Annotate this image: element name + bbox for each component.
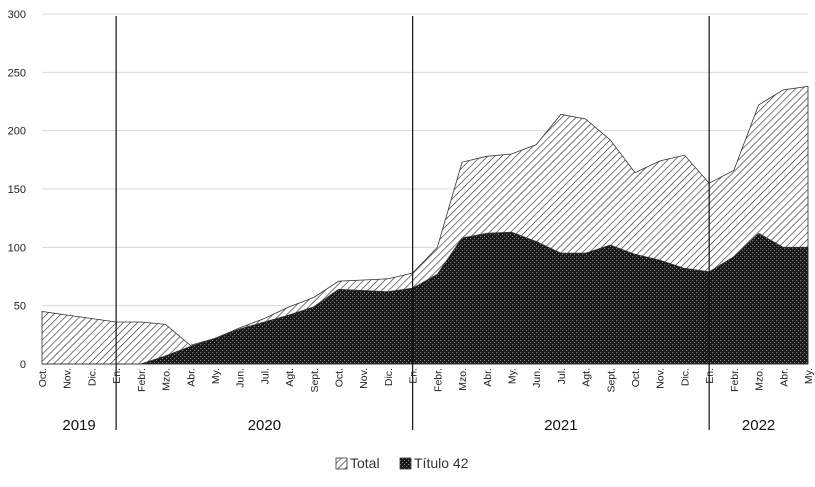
x-tick-label: Agt. [581,368,593,387]
y-tick-label: 200 [8,126,26,138]
x-tick-label: Mzo. [457,368,469,391]
legend-swatch-1 [399,457,412,470]
gridlines [42,13,808,365]
x-tick-label: Mzo. [161,368,173,391]
x-tick-label: Abr. [778,368,790,387]
x-tick-label: Jul. [259,368,271,384]
x-axis: Oct. Nov. Dic. En. Febr. Mzo. Abr. My. Jun. Jul. A… [37,368,815,393]
y-tick-label: 50 [14,301,26,313]
x-tick-label: Oct. [334,368,346,387]
x-tick-label: Dic. [679,368,691,386]
y-tick-label: 0 [20,359,26,371]
x-tick-label: Dic. [383,368,395,386]
x-tick-label: Oct. [37,368,49,387]
y-axis: 0 50 100 150 200 250 300 [8,9,26,371]
x-tick-label: Sept. [605,368,617,393]
x-tick-label: Jun. [531,368,543,388]
x-tick-label: Oct. [630,368,642,387]
x-tick-label: En. [111,368,123,384]
year-labels: 2019 2020 2021 2022 [62,417,775,434]
x-tick-label: Nov. [358,368,370,389]
x-tick-label: Agt. [284,368,296,387]
x-tick-label: En. [408,368,420,384]
year-label: 2022 [742,417,775,434]
year-dividers [115,16,710,430]
x-tick-label: Abr. [185,368,197,387]
year-label: 2021 [544,417,577,434]
x-tick-label: Dic. [86,368,98,386]
x-tick-label: Jul. [556,368,568,384]
x-tick-label: Abr. [482,368,494,387]
legend-swatch-0 [335,457,348,470]
series-areas [41,85,809,365]
legend-label-0: Total [350,455,380,471]
x-tick-label: Nov. [62,368,74,389]
x-tick-label: My. [210,368,222,384]
y-tick-label: 100 [8,242,26,254]
x-tick-label: En. [704,368,716,384]
legend-label-1: Título 42 [414,455,469,471]
x-tick-label: My. [506,368,518,384]
year-label: 2020 [248,417,281,434]
y-tick-label: 150 [8,184,26,196]
x-tick-label: Febr. [729,368,741,392]
year-label: 2019 [62,417,95,434]
area-series-1 [42,231,809,365]
x-tick-label: Jun. [235,368,247,388]
x-tick-label: My. [803,368,815,384]
y-tick-label: 300 [8,9,26,21]
x-tick-label: Mzo. [754,368,766,391]
x-tick-label: Febr. [136,368,148,392]
x-tick-label: Nov. [655,368,667,389]
x-tick-label: Sept. [309,368,321,393]
legend: Total Título 42 [335,455,469,471]
y-tick-label: 250 [8,67,26,79]
x-tick-label: Febr. [432,368,444,392]
